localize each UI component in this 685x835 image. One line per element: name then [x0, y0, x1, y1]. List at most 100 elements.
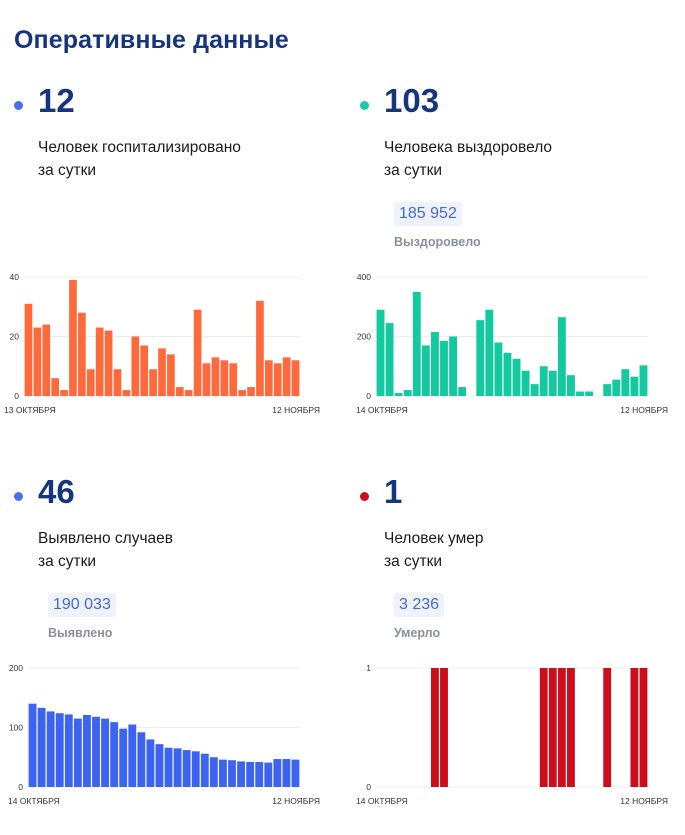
hospitalized-chart-bar	[202, 363, 211, 396]
died-total-label: Умерло	[394, 626, 441, 640]
detected-chart-bar	[246, 762, 255, 787]
hospitalized-chart-bar	[149, 369, 157, 396]
recovered-chart-bar	[421, 345, 430, 396]
detected-chart-bar	[137, 732, 146, 787]
hospitalized-chart-bar	[167, 354, 175, 396]
hospitalized-chart-bar	[175, 387, 184, 396]
recovered-chart-bar	[449, 336, 457, 396]
hospitalized-chart-bar	[51, 378, 60, 396]
recovered-chart-bar	[612, 379, 621, 396]
detected-chart-y-tick-label: 0	[18, 782, 23, 792]
hospitalized-chart-bar	[220, 360, 229, 396]
recovered-chart-bar	[521, 370, 530, 396]
hospitalized-chart-bar	[282, 357, 291, 396]
hospitalized-chart-bar	[60, 390, 68, 396]
recovered-chart-bar	[548, 370, 557, 396]
died-description: Человек умер за сутки	[384, 527, 484, 573]
hospitalized-chart-bar	[122, 390, 131, 396]
detected-chart-bar	[128, 724, 137, 787]
hospitalized-chart-bar	[256, 300, 264, 396]
died-chart-bar	[539, 668, 548, 787]
recovered-description-line1: Человека выздоровело	[384, 139, 553, 156]
page-title: Оперативные данные	[14, 26, 289, 54]
detected-chart-bar	[209, 757, 218, 787]
hospitalized-dot-icon	[14, 101, 23, 110]
detected-chart-bar	[219, 759, 227, 787]
detected-chart-bar	[182, 750, 191, 787]
recovered-chart-y-tick-label: 0	[366, 391, 371, 401]
detected-description-line2: за сутки	[38, 553, 97, 570]
recovered-chart-bar	[557, 317, 566, 396]
detected-total-badge: 190 033	[48, 593, 116, 617]
hospitalized-count: 12	[38, 82, 75, 119]
recovered-chart-bar	[403, 390, 412, 396]
recovered-chart-bar	[485, 309, 494, 396]
recovered-chart-bar	[494, 342, 503, 396]
detected-chart-bar	[146, 739, 155, 787]
recovered-chart-bar	[585, 391, 593, 396]
detected-chart-bar	[110, 722, 119, 787]
died-count: 1	[384, 473, 403, 510]
detected-chart-bar	[191, 751, 200, 787]
died-dot-icon	[360, 492, 369, 501]
recovered-description-line2: за сутки	[384, 162, 443, 179]
recovered-dot-icon	[360, 101, 369, 110]
recovered-chart-bar	[567, 375, 575, 396]
hospitalized-chart-bar	[104, 330, 113, 396]
recovered-total-label: Выздоровело	[394, 235, 481, 249]
hospitalized-chart-bar	[291, 360, 300, 396]
recovered-chart-bar	[394, 393, 403, 396]
recovered-description: Человека выздоровело за сутки	[384, 136, 552, 182]
detected-total-label: Выявлено	[48, 626, 113, 640]
died-chart-bar	[548, 668, 557, 787]
detected-chart-bar	[255, 762, 264, 787]
detected-chart-bar	[273, 759, 282, 787]
detected-chart-bar	[101, 718, 109, 787]
recovered-chart-bar	[621, 369, 630, 396]
recovered-chart-bar	[576, 391, 584, 396]
recovered-chart-bar	[476, 320, 485, 396]
died-total-badge: 3 236	[394, 593, 445, 617]
recovered-chart-bar	[385, 323, 394, 396]
recovered-chart-bar	[440, 340, 448, 396]
died-chart-x-start-label: 14 ОКТЯБРЯ	[356, 796, 408, 806]
hospitalized-chart-bar	[211, 357, 220, 396]
recovered-chart-bar	[458, 387, 467, 396]
recovered-total-badge: 185 952	[394, 202, 462, 226]
detected-chart-bar	[37, 707, 46, 787]
died-chart-bar	[557, 668, 566, 787]
recovered-chart-x-end-label: 12 НОЯБРЯ	[620, 405, 668, 415]
detected-chart-bar	[92, 716, 100, 787]
hospitalized-chart-bar	[238, 390, 246, 396]
hospitalized-chart-bar	[69, 279, 77, 396]
recovered-chart-bar	[376, 309, 385, 396]
detected-chart-bar	[282, 759, 291, 787]
detected-chart-bar	[55, 713, 64, 787]
detected-chart-bar	[264, 762, 273, 787]
hospitalized-chart-bar	[264, 360, 273, 396]
died-chart-bar	[630, 668, 639, 787]
hospitalized-chart-bar	[273, 363, 282, 396]
detected-chart-bar	[173, 748, 182, 787]
detected-chart-bar	[164, 747, 173, 787]
detected-chart-bar	[237, 761, 245, 787]
died-chart-bar	[567, 668, 575, 787]
detected-description-line1: Выявлено случаев	[38, 530, 173, 547]
recovered-chart-bar	[503, 352, 512, 396]
detected-chart-bar	[64, 714, 73, 787]
hospitalized-description-line2: за сутки	[38, 162, 97, 179]
recovered-chart-x-start-label: 14 ОКТЯБРЯ	[356, 405, 408, 415]
detected-chart-bar	[155, 744, 164, 787]
recovered-chart-bar	[630, 376, 639, 396]
hospitalized-chart-bar	[247, 387, 255, 396]
detected-chart-bar	[83, 715, 91, 787]
died-chart-y-tick-label: 1	[366, 663, 371, 673]
recovered-chart-bar	[639, 365, 648, 396]
recovered-chart-y-tick-label: 200	[357, 332, 371, 342]
hospitalized-chart-bar	[78, 312, 86, 396]
detected-dot-icon	[14, 492, 23, 501]
hospitalized-chart-bar	[158, 348, 166, 396]
